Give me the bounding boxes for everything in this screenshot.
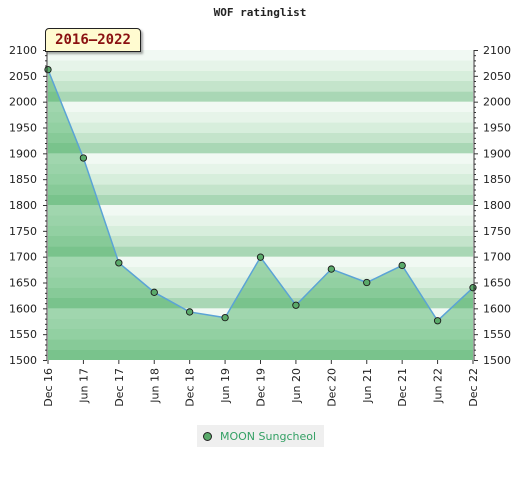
grid-band bbox=[48, 329, 473, 340]
data-point bbox=[256, 253, 265, 261]
y-tick-label-left: 2000 bbox=[9, 96, 37, 109]
y-tick-label-right: 1850 bbox=[483, 173, 511, 186]
data-point bbox=[433, 317, 442, 325]
data-point bbox=[327, 265, 335, 273]
grid-band bbox=[48, 50, 473, 61]
legend-label: MOON Sungcheol bbox=[220, 429, 317, 443]
data-point bbox=[44, 65, 52, 74]
grid-band bbox=[48, 163, 473, 174]
data-point bbox=[292, 301, 300, 309]
y-tick-label-left: 1750 bbox=[9, 225, 37, 238]
grid-band bbox=[48, 215, 473, 226]
grid-band bbox=[48, 236, 473, 247]
y-tick-label-left: 1950 bbox=[9, 122, 37, 135]
grid-band bbox=[48, 194, 473, 205]
grid-band bbox=[48, 318, 473, 329]
chart-title: WOF ratinglist bbox=[213, 6, 307, 19]
x-tick-label: Jun 21 bbox=[361, 368, 374, 404]
grid-band bbox=[48, 267, 473, 278]
legend-marker-icon bbox=[203, 431, 212, 441]
series-area-fill bbox=[48, 69, 473, 360]
x-tick-label: Dec 22 bbox=[467, 368, 480, 407]
grid-band bbox=[48, 205, 473, 216]
grid-band bbox=[48, 277, 473, 288]
x-tick-label: Dec 17 bbox=[113, 368, 126, 407]
x-tick-label: Dec 20 bbox=[325, 368, 338, 407]
x-tick-label: Jun 20 bbox=[290, 368, 303, 404]
grid-band bbox=[48, 174, 473, 185]
y-tick-label-right: 1950 bbox=[483, 122, 511, 135]
grid-band bbox=[48, 70, 473, 81]
grid-band bbox=[48, 153, 473, 164]
series-points bbox=[44, 65, 477, 325]
grid-band bbox=[48, 298, 473, 309]
y-tick-label-right: 1700 bbox=[483, 251, 511, 264]
data-point bbox=[363, 278, 371, 287]
y-tick-label-left: 1600 bbox=[9, 302, 37, 315]
y-tick-label-left: 1650 bbox=[9, 277, 37, 290]
x-tick-label: Jun 17 bbox=[77, 368, 90, 404]
x-tick-label: Jun 18 bbox=[148, 368, 161, 404]
y-tick-labels-left: 1500 1550 1600 1650 1700 1750 1800 1850 1900 1950… bbox=[9, 44, 37, 367]
y-tick-label-right: 2000 bbox=[483, 96, 511, 109]
x-tick-labels: Dec 16 Jun 17 Dec 17 Jun 18 Dec 18 Jun 19 Dec … bbox=[42, 368, 480, 407]
grid-band bbox=[48, 184, 473, 195]
y-tick-label-right: 1600 bbox=[483, 302, 511, 315]
y-tick-label-left: 1700 bbox=[9, 251, 37, 264]
y-tick-label-right: 1900 bbox=[483, 147, 511, 160]
grid-band bbox=[48, 112, 473, 123]
grid-band bbox=[48, 308, 473, 319]
y-tick-label-right: 1550 bbox=[483, 328, 511, 341]
grid-band bbox=[48, 256, 473, 267]
x-tick-label: Jun 19 bbox=[219, 368, 232, 404]
grid-band bbox=[48, 246, 473, 257]
grid-band bbox=[48, 339, 473, 350]
data-point bbox=[115, 259, 123, 267]
data-point bbox=[79, 154, 88, 162]
data-point bbox=[150, 288, 158, 296]
y-tick-label-left: 2100 bbox=[9, 44, 37, 57]
background-bands bbox=[48, 50, 473, 360]
y-tick-label-left: 1550 bbox=[9, 328, 37, 341]
y-tick-label-right: 1500 bbox=[483, 354, 511, 367]
x-tick-label: Dec 18 bbox=[184, 368, 197, 407]
grid-band bbox=[48, 143, 473, 154]
grid-band bbox=[48, 287, 473, 298]
grid-band bbox=[48, 349, 473, 360]
y-tick-label-right: 1800 bbox=[483, 199, 511, 212]
axes bbox=[43, 50, 478, 364]
period-badge: 2016–2022 bbox=[45, 28, 141, 52]
y-tick-label-left: 1850 bbox=[9, 173, 37, 186]
grid-band bbox=[48, 225, 473, 236]
data-point bbox=[398, 261, 406, 270]
legend: MOON Sungcheol bbox=[197, 425, 325, 447]
y-tick-label-right: 1650 bbox=[483, 277, 511, 290]
x-tick-label: Dec 16 bbox=[42, 368, 55, 407]
grid-band bbox=[48, 101, 473, 112]
y-tick-label-left: 1800 bbox=[9, 199, 37, 212]
data-point bbox=[469, 284, 477, 292]
x-tick-label: Dec 19 bbox=[255, 368, 268, 407]
y-tick-label-left: 1900 bbox=[9, 147, 37, 160]
grid-band bbox=[48, 81, 473, 92]
y-tick-label-left: 1500 bbox=[9, 354, 37, 367]
x-tick-label: Dec 21 bbox=[396, 368, 409, 407]
grid-band bbox=[48, 60, 473, 71]
grid-band bbox=[48, 91, 473, 102]
y-tick-label-left: 2050 bbox=[9, 70, 37, 83]
data-point bbox=[221, 313, 229, 322]
y-tick-labels-right: 1500 1550 1600 1650 1700 1750 1800 1850 1900 1950… bbox=[483, 44, 511, 367]
grid-band bbox=[48, 132, 473, 143]
grid-band bbox=[48, 122, 473, 133]
series-area bbox=[48, 69, 473, 360]
data-point bbox=[186, 308, 194, 316]
y-tick-label-right: 1750 bbox=[483, 225, 511, 238]
x-tick-label: Jun 22 bbox=[432, 368, 445, 404]
y-tick-label-right: 2100 bbox=[483, 44, 511, 57]
y-tick-label-right: 2050 bbox=[483, 70, 511, 83]
